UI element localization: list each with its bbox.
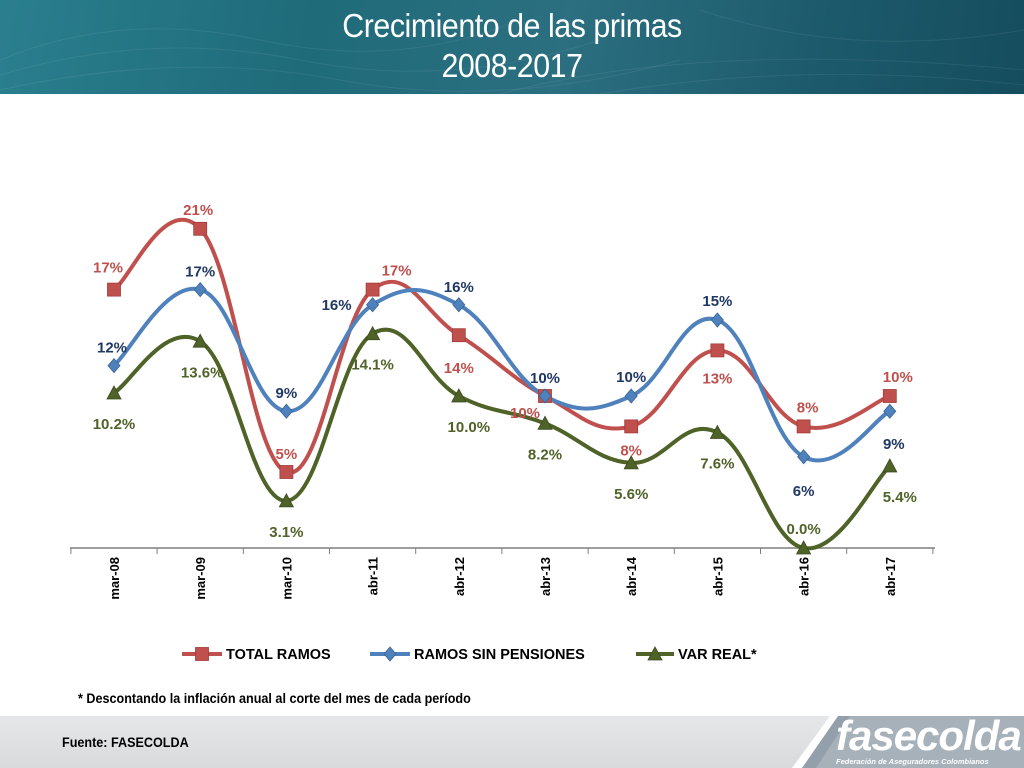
data-point-total-ramos [193, 221, 208, 236]
logo-tagline: Federación de Aseguradores Colombianos [836, 757, 989, 766]
source-text: Fuente: FASECOLDA [62, 734, 189, 750]
x-tick-label: abr-12 [452, 557, 467, 596]
data-label-var-real: 13.6% [181, 364, 224, 381]
data-point-var-real [537, 415, 553, 430]
data-point-ramos-sin-pensiones [710, 312, 724, 328]
data-label-ramos-sin-pensiones: 9% [276, 385, 298, 402]
data-point-ramos-sin-pensiones [624, 388, 638, 404]
data-point-ramos-sin-pensiones [883, 403, 897, 419]
data-label-total-ramos: 21% [183, 202, 213, 219]
header-banner: Crecimiento de las primas 2008-2017 [0, 0, 1024, 94]
x-tick-label: abr-11 [366, 557, 381, 595]
data-point-ramos-sin-pensiones [452, 297, 466, 313]
legend-marker [383, 646, 397, 662]
x-tick-label: abr-14 [624, 556, 639, 596]
data-label-total-ramos: 8% [797, 399, 819, 416]
data-label-ramos-sin-pensiones: 15% [702, 293, 732, 310]
data-label-total-ramos: 10% [883, 369, 913, 386]
x-tick-label: abr-17 [883, 557, 898, 596]
page-title: Crecimiento de las primas 2008-2017 [41, 6, 983, 86]
data-point-total-ramos [796, 419, 811, 434]
data-label-var-real: 8.2% [528, 446, 562, 463]
data-label-var-real: 0.0% [786, 521, 820, 538]
data-point-ramos-sin-pensiones [193, 281, 207, 298]
data-point-var-real [795, 540, 812, 555]
data-label-total-ramos: 5% [276, 446, 298, 463]
data-point-total-ramos [107, 282, 121, 297]
data-point-ramos-sin-pensiones [107, 357, 121, 374]
data-point-var-real [882, 458, 898, 473]
series-line-var-real [112, 327, 892, 551]
data-label-var-real: 3.1% [269, 524, 303, 541]
data-label-total-ramos: 10% [510, 405, 540, 422]
data-label-var-real: 10.2% [93, 416, 136, 433]
x-tick-label: mar-10 [279, 557, 294, 600]
data-point-var-real [623, 455, 639, 470]
data-label-ramos-sin-pensiones: 17% [185, 264, 215, 281]
data-point-total-ramos [624, 419, 639, 434]
data-point-var-real [451, 388, 467, 403]
legend-marker [647, 646, 663, 661]
legend-marker [195, 647, 209, 661]
x-tick-label: mar-09 [193, 557, 208, 600]
data-point-var-real [364, 325, 381, 341]
data-point-total-ramos [279, 465, 294, 479]
data-point-var-real [106, 385, 122, 400]
data-point-total-ramos [882, 389, 897, 403]
data-label-total-ramos: 17% [93, 260, 123, 277]
title-line-1: Crecimiento de las primas [342, 7, 682, 44]
data-label-ramos-sin-pensiones: 6% [793, 483, 815, 500]
logo-background [792, 716, 1024, 768]
data-label-ramos-sin-pensiones: 10% [616, 369, 646, 386]
data-label-var-real: 10.0% [448, 419, 491, 436]
data-label-total-ramos: 8% [620, 442, 642, 459]
x-tick-label: abr-13 [538, 557, 553, 596]
header-pattern [0, 9, 1024, 94]
legend-label: RAMOS SIN PENSIONES [414, 647, 585, 663]
data-point-var-real [278, 493, 295, 508]
data-label-ramos-sin-pensiones: 12% [97, 340, 127, 357]
data-label-ramos-sin-pensiones: 16% [444, 279, 474, 296]
x-tick-label: abr-16 [797, 557, 812, 596]
data-point-total-ramos [451, 328, 466, 343]
data-label-var-real: 5.6% [614, 486, 648, 503]
data-label-var-real: 5.4% [883, 489, 917, 506]
series-line-total-ramos [112, 217, 892, 475]
data-label-total-ramos: 14% [444, 360, 474, 377]
data-point-var-real [709, 424, 726, 439]
data-point-var-real [192, 333, 208, 348]
data-point-ramos-sin-pensiones [797, 449, 811, 465]
line-chart: mar-08 mar-09 mar-10 abr-11 abr-12 abr-13 abr-… [70, 202, 935, 663]
legend-label: VAR REAL* [678, 647, 757, 663]
data-point-ramos-sin-pensiones [538, 388, 552, 404]
data-point-ramos-sin-pensiones [366, 297, 380, 313]
data-label-var-real: 14.1% [351, 357, 394, 374]
data-label-ramos-sin-pensiones: 16% [322, 297, 352, 314]
x-tick-label: abr-15 [710, 557, 725, 596]
title-line-2: 2008-2017 [441, 47, 583, 84]
legend-label: TOTAL RAMOS [226, 647, 331, 663]
data-label-total-ramos: 17% [382, 263, 412, 280]
x-tick-label: mar-08 [107, 557, 122, 600]
footnote: * Descontando la inflación anual al cort… [78, 690, 471, 706]
data-point-total-ramos [365, 282, 380, 297]
data-point-total-ramos [710, 343, 725, 358]
data-label-var-real: 7.6% [700, 455, 734, 472]
data-point-ramos-sin-pensiones [279, 403, 293, 419]
series-line-ramos-sin-pensiones [112, 286, 892, 463]
data-label-total-ramos: 13% [702, 370, 732, 387]
data-label-ramos-sin-pensiones: 9% [883, 436, 905, 453]
logo-wordmark: fasecolda [836, 712, 1022, 759]
data-label-ramos-sin-pensiones: 10% [530, 370, 560, 387]
